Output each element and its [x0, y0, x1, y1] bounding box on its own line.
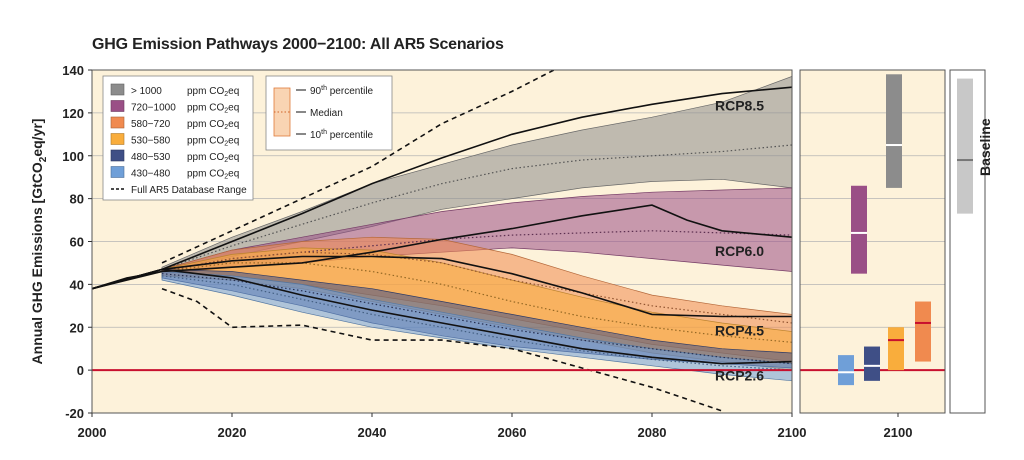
- y-tick-label: 100: [62, 149, 84, 164]
- y-tick-label: 120: [62, 106, 84, 121]
- percentile-median-label: Median: [310, 108, 343, 119]
- baseline-panel-frame: [949, 69, 986, 414]
- legend-range-label: 480−530: [131, 152, 171, 163]
- legend-unit-label: ppm CO2eq: [187, 136, 239, 148]
- legend-swatch-gt1000: [110, 83, 125, 96]
- y-tick-label: 140: [62, 63, 84, 78]
- legend-swatch-p720: [110, 100, 125, 112]
- full-range-lower-line: [161, 287, 723, 412]
- legend-range-label: 530−580: [131, 136, 171, 147]
- rcp-label: RCP6.0: [715, 243, 764, 259]
- legend-range-label: 580−720: [131, 119, 171, 130]
- rcp-label: RCP4.5: [715, 322, 764, 338]
- chart-title: GHG Emission Pathways 2000−2100: All AR5…: [92, 36, 504, 53]
- percentile-90-label: 90th percentile: [310, 85, 374, 97]
- baseline-bar: [957, 78, 973, 214]
- y-tick-label: 80: [70, 192, 84, 207]
- y-tick-label: 40: [70, 277, 84, 292]
- y-tick-label: 0: [77, 363, 84, 378]
- legend-swatch-p580: [110, 116, 125, 129]
- x-tick-label: 2040: [358, 425, 387, 440]
- rcp-line-rcp8-5: [91, 86, 793, 290]
- side-bar-p580: [915, 301, 931, 362]
- legend-unit-label: ppm CO2eq: [187, 103, 239, 115]
- median-gt1000: [161, 144, 793, 270]
- x-tick-label: 2080: [638, 425, 667, 440]
- rcp-line-rcp4-5: [91, 255, 792, 318]
- legend-box: [102, 75, 254, 201]
- legend-unit-label: ppm CO2eq: [187, 86, 239, 98]
- y-tick-label: -20: [65, 406, 84, 421]
- legend-range-label: 430−480: [131, 169, 171, 180]
- legend-swatch-p480: [110, 149, 125, 162]
- side-bar-p720: [851, 185, 867, 274]
- legend-unit-label: ppm CO2eq: [187, 169, 239, 181]
- legend-range-label: > 1000: [131, 86, 162, 97]
- legend-range-label: 720−1000: [131, 103, 176, 114]
- side-bar-gt1000: [886, 74, 902, 188]
- rcp-line-rcp2-6: [91, 268, 793, 365]
- side-bar-p480: [864, 346, 880, 381]
- y-tick-label: 20: [70, 320, 84, 335]
- rcp-label: RCP2.6: [715, 367, 764, 383]
- full-range-upper-line: [161, 69, 555, 264]
- rcp-label: RCP8.5: [715, 97, 764, 113]
- side-bar-p430: [838, 355, 854, 386]
- legend-unit-label: ppm CO2eq: [187, 152, 239, 164]
- y-tick-label: 60: [70, 235, 84, 250]
- rcp-line-rcp6-0: [91, 204, 793, 290]
- legend-swatch-p430: [110, 166, 125, 178]
- x-tick-label: 2060: [498, 425, 527, 440]
- legend-dashed-label: Full AR5 Database Range: [131, 185, 247, 196]
- median-p720: [161, 230, 793, 273]
- x-tick-label: 2020: [218, 425, 247, 440]
- legend-swatch-p530: [110, 133, 125, 145]
- side-panel-frame: [799, 69, 946, 414]
- median-p430: [161, 275, 793, 371]
- percentile-10-label: 10th percentile: [310, 129, 374, 141]
- x-tick-label: 2100: [778, 425, 807, 440]
- baseline-label: Baseline: [977, 118, 993, 176]
- y-axis-label: Annual GHG Emissions [GtCO2eq/yr]: [29, 119, 49, 365]
- side-x-tick-label: 2100: [884, 425, 913, 440]
- side-bar-p530: [888, 327, 904, 371]
- x-tick-label: 2000: [78, 425, 107, 440]
- legend-unit-label: ppm CO2eq: [187, 119, 239, 131]
